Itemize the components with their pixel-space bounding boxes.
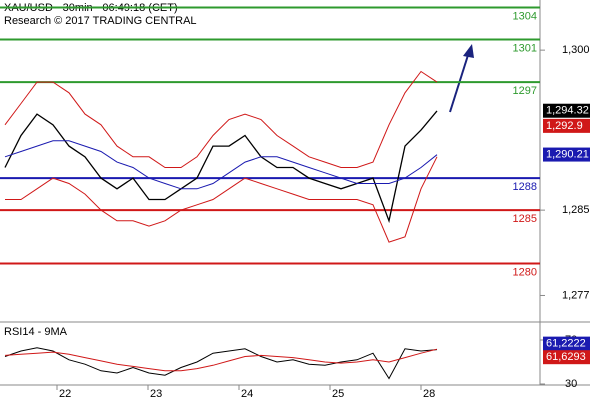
- level-label: 1288: [513, 181, 537, 193]
- x-tick-label: 24: [241, 388, 253, 400]
- level-label: 1301: [513, 42, 537, 54]
- series-line: [4, 70, 438, 168]
- price-label-box: [543, 147, 590, 162]
- price-label-box: [543, 118, 590, 133]
- series-line: [4, 110, 438, 224]
- x-tick-label: 23: [150, 388, 162, 400]
- rsi-tick-label: 30: [565, 378, 577, 390]
- level-label: 1280: [513, 266, 537, 278]
- price-label: 1,292.9: [546, 120, 583, 132]
- price-label: 1,294.32: [546, 105, 589, 117]
- y-tick-label: 1,277: [562, 289, 590, 301]
- x-tick-label: 28: [423, 388, 435, 400]
- arrow-head: [463, 44, 474, 58]
- series-line: [5, 156, 438, 243]
- rsi-label-box: [543, 350, 590, 365]
- level-label: 1285: [513, 213, 537, 225]
- rsi-ma-line: [4, 348, 438, 372]
- x-tick-label: 22: [59, 388, 71, 400]
- rsi-title: RSI14 - 9MA: [4, 326, 68, 338]
- y-tick-label: 1,285: [562, 204, 590, 216]
- price-label: 1,290.21: [546, 148, 589, 160]
- x-tick-label: 25: [332, 388, 344, 400]
- series-line: [4, 140, 438, 190]
- rsi-label: 61,6293: [546, 351, 586, 363]
- y-tick-label: 1,300: [562, 44, 590, 56]
- level-label: 1297: [513, 85, 537, 97]
- rsi-label-box: [543, 336, 590, 351]
- level-label: 1304: [513, 10, 537, 22]
- rsi-line: [4, 347, 438, 380]
- rsi-label: 61,2222: [546, 338, 586, 350]
- chart-subtitle: Research © 2017 TRADING CENTRAL: [4, 15, 197, 27]
- price-label-box: [543, 103, 590, 118]
